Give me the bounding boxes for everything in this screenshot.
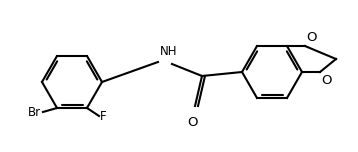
Text: O: O [321,74,332,87]
Text: NH: NH [160,45,178,58]
Text: Br: Br [28,107,41,119]
Text: O: O [306,31,316,44]
Text: F: F [100,111,107,123]
Text: O: O [188,116,198,129]
